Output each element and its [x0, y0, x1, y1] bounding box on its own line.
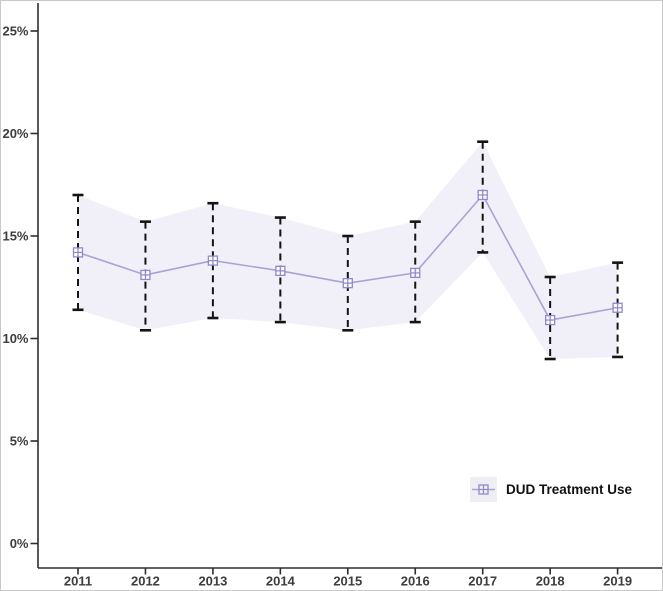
legend-label: DUD Treatment Use [506, 482, 633, 497]
data-point-2011 [72, 247, 84, 258]
data-point-2016 [410, 267, 421, 279]
x-tick-label: 2016 [401, 574, 430, 589]
legend: DUD Treatment Use [470, 477, 632, 502]
data-point-2014 [275, 265, 286, 277]
data-point-2015 [342, 277, 353, 289]
x-tick-label: 2018 [536, 574, 565, 589]
y-tick-label: 5% [10, 434, 29, 449]
y-tick-label: 15% [2, 229, 28, 244]
error-bar-2017 [477, 140, 489, 254]
y-tick-label: 0% [10, 536, 29, 551]
data-point-2018 [545, 314, 556, 326]
y-tick-label: 20% [2, 126, 28, 141]
x-tick-label: 2017 [468, 574, 497, 589]
data-point-2012 [140, 269, 151, 281]
y-tick-label: 10% [2, 331, 28, 346]
x-tick-label: 2015 [333, 574, 362, 589]
x-tick-label: 2019 [603, 574, 632, 589]
legend-marker-icon [470, 477, 497, 502]
data-point-2013 [207, 255, 219, 266]
x-tick-label: 2011 [64, 574, 92, 589]
error-bar-2013 [207, 201, 219, 320]
y-tick-label: 25% [2, 24, 28, 39]
x-tick-label: 2012 [131, 574, 160, 589]
data-point-2019 [612, 302, 623, 313]
x-tick-label: 2014 [266, 574, 296, 589]
error-bar-2015 [342, 234, 354, 332]
x-tick-label: 2013 [198, 574, 227, 589]
data-point-2017 [477, 189, 488, 201]
error-bar-2011 [72, 193, 84, 312]
error-bar-2019 [612, 261, 624, 359]
